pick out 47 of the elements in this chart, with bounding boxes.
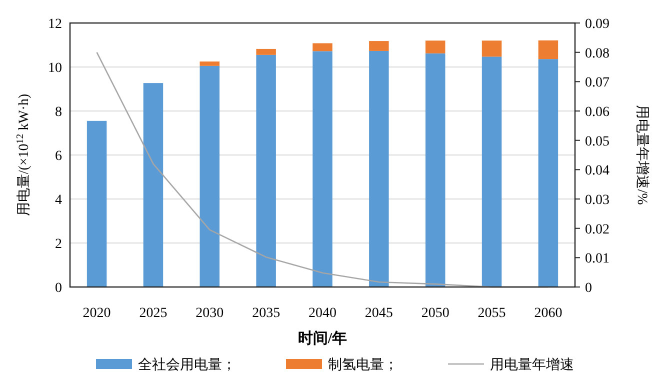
x-tick-label: 2035 <box>252 306 280 321</box>
x-tick-label: 2030 <box>196 306 224 321</box>
y-tick-label: 8 <box>55 105 62 120</box>
x-tick-label: 2060 <box>534 306 562 321</box>
bar <box>482 56 502 287</box>
x-tick-label: 2055 <box>478 306 506 321</box>
bar <box>143 83 164 287</box>
bar <box>538 59 558 287</box>
y2-tick-label: 0.06 <box>585 105 610 120</box>
y2-tick-label: 0.04 <box>585 164 610 179</box>
bar <box>425 40 446 54</box>
bar <box>312 43 332 52</box>
bar <box>86 120 107 287</box>
x-tick-label: 2040 <box>308 306 336 321</box>
x-tick-label: 2025 <box>139 306 168 321</box>
bar <box>482 40 502 57</box>
bar <box>369 50 389 287</box>
x-axis-title: 时间/年 <box>298 330 348 347</box>
legend-label: 制氢电量； <box>328 357 398 373</box>
y2-tick-label: 0.03 <box>585 193 610 208</box>
legend-label: 全社会用电量； <box>138 357 236 373</box>
y-tick-label: 10 <box>48 61 62 76</box>
bar <box>538 40 558 60</box>
y2-tick-label: 0.05 <box>585 134 610 150</box>
y-tick-label: 4 <box>55 193 62 208</box>
y2-tick-label: 0.08 <box>585 46 610 62</box>
bar <box>200 66 220 287</box>
x-tick-label: 2045 <box>364 306 393 321</box>
y2-tick-label: 0.09 <box>585 17 610 32</box>
bar <box>256 54 276 287</box>
y-tick-label: 0 <box>55 281 62 296</box>
y2-axis-title: 用电量年增速/% <box>634 105 650 206</box>
y2-tick-label: 0.07 <box>585 76 610 91</box>
bar <box>369 41 389 51</box>
y2-tick-label: 0.01 <box>585 252 610 267</box>
y2-tick-label: 0.02 <box>585 222 610 238</box>
bar <box>312 51 332 287</box>
x-tick-label: 2050 <box>421 306 450 321</box>
legend-label: 用电量年增速 <box>490 357 574 373</box>
y-tick-label: 6 <box>55 149 62 164</box>
y-tick-label: 12 <box>48 17 62 32</box>
y2-tick-label: 0 <box>585 281 592 296</box>
bar <box>256 48 276 55</box>
bar <box>200 62 220 66</box>
x-tick-label: 2020 <box>82 306 111 321</box>
y-tick-label: 2 <box>55 237 62 252</box>
bar <box>425 53 446 287</box>
